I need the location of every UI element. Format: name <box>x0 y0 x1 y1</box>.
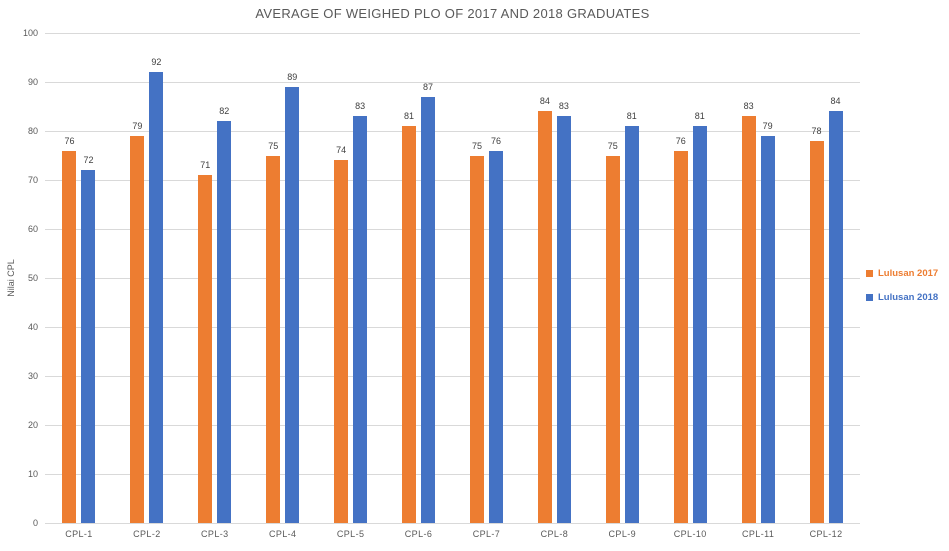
y-axis-tick-label: 80 <box>27 126 38 136</box>
x-axis-category-label: CPL-10 <box>673 529 707 539</box>
y-axis: 0 10 20 30 40 50 60 70 80 90 100 <box>0 28 38 528</box>
bar-lulusan-2017-cpl-5[interactable] <box>334 160 349 523</box>
bar-lulusan-2017-cpl-12[interactable] <box>809 140 824 523</box>
x-axis-category-label: CPL-8 <box>540 529 569 539</box>
gridline <box>45 522 860 524</box>
bar-lulusan-2017-cpl-7[interactable] <box>469 155 484 523</box>
gridline <box>45 130 860 132</box>
y-axis-tick-label: 20 <box>27 420 38 430</box>
bar-lulusan-2017-cpl-9[interactable] <box>605 155 620 523</box>
x-axis-category-label: CPL-2 <box>133 529 161 539</box>
y-axis-tick-label: 40 <box>27 322 38 332</box>
y-axis-tick-label: 100 <box>22 28 38 38</box>
bar-lulusan-2018-cpl-4[interactable] <box>285 86 300 523</box>
legend-label: Lulusan 2017 <box>878 268 939 279</box>
x-axis-category-label: CPL-1 <box>65 529 93 539</box>
bar-value-label: 92 <box>151 57 162 68</box>
bar-value-label: 87 <box>423 81 434 92</box>
bar-lulusan-2017-cpl-6[interactable] <box>402 126 417 523</box>
bar-value-label: 71 <box>200 160 211 171</box>
legend-swatch-icon <box>866 294 873 301</box>
gridline <box>45 424 860 426</box>
y-axis-tick-label: 70 <box>27 175 38 185</box>
x-axis-category-label: CPL-7 <box>472 529 501 539</box>
bar-value-label: 83 <box>355 101 366 112</box>
legend: Lulusan 2017 Lulusan 2018 <box>866 268 938 316</box>
y-axis-tick-label: 30 <box>27 371 38 381</box>
bar-value-label: 83 <box>743 101 754 112</box>
bar-lulusan-2017-cpl-4[interactable] <box>266 155 281 523</box>
bar-value-label: 76 <box>490 135 501 146</box>
bar-lulusan-2018-cpl-11[interactable] <box>760 135 775 523</box>
bar-value-label: 84 <box>830 96 841 107</box>
bar-value-label: 76 <box>64 135 75 146</box>
bar-lulusan-2018-cpl-2[interactable] <box>149 72 164 523</box>
bar-value-label: 81 <box>626 111 637 122</box>
bar-value-label: 75 <box>607 140 618 151</box>
x-axis-category-label: CPL-3 <box>201 529 229 539</box>
bar-value-label: 89 <box>287 71 298 82</box>
bar-lulusan-2018-cpl-12[interactable] <box>828 111 843 523</box>
legend-swatch-icon <box>866 270 873 277</box>
bar-value-label: 83 <box>558 101 569 112</box>
bar-value-label: 79 <box>132 120 143 131</box>
bar-value-label: 74 <box>336 145 347 156</box>
bar-value-label: 76 <box>675 135 686 146</box>
x-axis-category-label: CPL-6 <box>404 529 433 539</box>
bar-lulusan-2017-cpl-3[interactable] <box>198 175 213 523</box>
bar-lulusan-2018-cpl-3[interactable] <box>217 121 232 523</box>
y-axis-tick-label: 60 <box>27 224 38 234</box>
x-axis-category-label: CPL-9 <box>608 529 637 539</box>
x-axis-category-label: CPL-4 <box>268 529 297 539</box>
bar-value-label: 72 <box>83 155 94 166</box>
gridline <box>45 473 860 475</box>
y-axis-tick-label: 50 <box>27 273 38 283</box>
bar-value-label: 81 <box>694 111 705 122</box>
bar-lulusan-2018-cpl-6[interactable] <box>421 96 436 523</box>
bar-lulusan-2018-cpl-8[interactable] <box>556 116 571 523</box>
x-axis-category-label: CPL-11 <box>742 529 775 539</box>
bar-value-label: 78 <box>811 125 822 136</box>
legend-item-lulusan-2017[interactable]: Lulusan 2017 <box>866 268 938 279</box>
y-axis-tick-label: 0 <box>32 518 38 528</box>
y-axis-tick-label: 10 <box>27 469 38 479</box>
bar-lulusan-2018-cpl-1[interactable] <box>81 170 96 523</box>
gridline <box>45 228 860 230</box>
bar-value-label: 75 <box>268 140 279 151</box>
x-axis: CPL-1 CPL-2 CPL-3 CPL-4 CPL-5 CPL-6 CPL-7 CPL-8… <box>45 529 860 543</box>
bar-lulusan-2018-cpl-5[interactable] <box>353 116 368 523</box>
bar-value-label: 75 <box>471 140 482 151</box>
x-axis-category-label: CPL-5 <box>336 529 365 539</box>
chart-title: AVERAGE OF WEIGHED PLO OF 2017 AND 2018 … <box>255 6 650 21</box>
bar-value-label: 79 <box>762 120 773 131</box>
gridline <box>45 32 860 34</box>
x-axis-category-label: CPL-12 <box>809 529 843 539</box>
gridline <box>45 179 860 181</box>
bar-lulusan-2018-cpl-7[interactable] <box>488 150 503 523</box>
bar-value-label: 84 <box>539 96 550 107</box>
bar-lulusan-2017-cpl-10[interactable] <box>673 150 688 523</box>
bar-value-label: 81 <box>404 111 415 122</box>
gridline <box>45 375 860 377</box>
bar-lulusan-2018-cpl-10[interactable] <box>692 126 707 523</box>
legend-label: Lulusan 2018 <box>878 292 939 303</box>
bar-value-label: 82 <box>219 106 230 117</box>
y-axis-tick-label: 90 <box>27 77 38 87</box>
bar-lulusan-2017-cpl-11[interactable] <box>741 116 756 523</box>
gridline <box>45 277 860 279</box>
gridline <box>45 326 860 328</box>
plot-area: 76 72 79 92 71 82 75 89 74 83 81 87 75 76 84 83 75 81 76 81… <box>45 32 860 524</box>
bar-lulusan-2018-cpl-9[interactable] <box>624 126 639 523</box>
legend-item-lulusan-2018[interactable]: Lulusan 2018 <box>866 292 938 303</box>
gridline <box>45 81 860 83</box>
bar-lulusan-2017-cpl-1[interactable] <box>62 150 77 523</box>
bar-lulusan-2017-cpl-8[interactable] <box>537 111 552 523</box>
bar-lulusan-2017-cpl-2[interactable] <box>130 135 145 523</box>
